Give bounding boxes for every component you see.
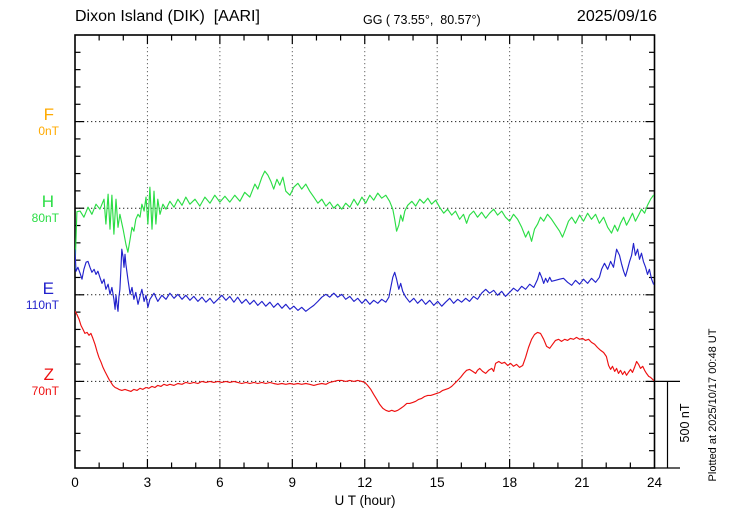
component-letter-h: H (41, 192, 54, 211)
x-tick-label-24: 24 (646, 475, 663, 490)
component-label-e: E 110nT (8, 279, 60, 313)
x-tick-label-3: 3 (143, 475, 152, 490)
component-baseline-h: 80nT (31, 211, 59, 225)
component-letter-e: E (42, 279, 54, 298)
trace-H (75, 170, 655, 270)
component-letter-z: Z (43, 365, 54, 384)
geographic-coords: GG ( 73.55°, 80.57°) (363, 13, 481, 27)
component-letter-f: F (43, 105, 54, 124)
component-baseline-e: 110nT (25, 298, 59, 312)
component-label-z: Z 70nT (8, 365, 60, 399)
plotted-at-note: Plotted at 2025/10/17 00:48 UT (707, 328, 719, 482)
trace-E (75, 242, 655, 312)
x-axis-title: U T (hour) (334, 493, 396, 508)
component-baseline-z: 70nT (31, 384, 59, 398)
x-tick-label-9: 9 (288, 475, 297, 490)
x-tick-label-6: 6 (216, 475, 224, 490)
station-title: Dixon Island (DIK) [AARI] (75, 8, 260, 25)
component-label-h: H 80nT (8, 192, 60, 226)
plot-date: 2025/09/16 (576, 8, 657, 25)
component-label-f: F 0nT (8, 105, 60, 139)
x-tick-label-21: 21 (574, 475, 590, 490)
x-tick-label-0: 0 (71, 475, 79, 490)
component-baseline-f: 0nT (38, 124, 59, 138)
trace-Z (75, 310, 655, 412)
x-tick-label-12: 12 (357, 475, 373, 490)
x-tick-label-15: 15 (429, 475, 445, 490)
scale-bar-label: 500 nT (678, 403, 692, 443)
x-tick-label-18: 18 (502, 475, 518, 490)
